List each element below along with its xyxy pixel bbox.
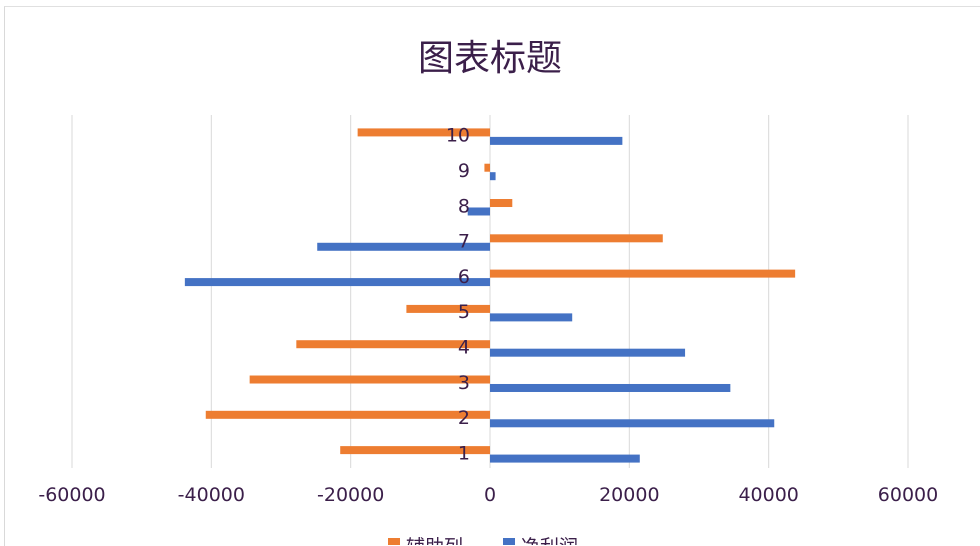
legend-swatch-1 bbox=[503, 538, 515, 545]
bar-aux-2[interactable] bbox=[205, 410, 490, 419]
x-axis-ticks: -60000 -40000 -20000 0 20000 40000 60000 bbox=[38, 484, 938, 506]
x-tick-label-6: 60000 bbox=[878, 484, 938, 506]
bar-net-2[interactable] bbox=[490, 419, 775, 428]
bar-aux-6[interactable] bbox=[490, 269, 796, 278]
bar-aux-7[interactable] bbox=[490, 234, 663, 243]
bar-net-10[interactable] bbox=[490, 136, 623, 145]
bar-aux-8[interactable] bbox=[490, 199, 513, 208]
x-tick-label-0: -60000 bbox=[38, 484, 105, 506]
bar-net-1[interactable] bbox=[490, 454, 640, 463]
x-tick-label-2: -20000 bbox=[317, 484, 384, 506]
category-labels: 1 2 3 4 5 6 7 8 9 10 bbox=[446, 125, 470, 465]
x-tick-label-5: 40000 bbox=[738, 484, 798, 506]
category-label-7: 7 bbox=[458, 231, 470, 253]
legend-label-1[interactable]: 净利润 bbox=[521, 536, 578, 545]
bar-aux-3[interactable] bbox=[249, 375, 490, 384]
x-tick-label-1: -40000 bbox=[178, 484, 245, 506]
chart-title[interactable]: 图表标题 bbox=[418, 38, 562, 79]
category-label-8: 8 bbox=[458, 195, 470, 217]
bar-aux-4[interactable] bbox=[296, 340, 490, 349]
category-label-2: 2 bbox=[458, 407, 470, 429]
bar-net-3[interactable] bbox=[490, 383, 731, 392]
legend-swatch-0 bbox=[388, 538, 400, 545]
x-tick-label-4: 20000 bbox=[599, 484, 659, 506]
bar-aux-9[interactable] bbox=[484, 163, 490, 172]
bar-aux-10[interactable] bbox=[357, 128, 490, 137]
category-label-5: 5 bbox=[458, 301, 470, 323]
legend[interactable]: 辅助列 净利润 bbox=[388, 536, 578, 545]
bar-net-5[interactable] bbox=[490, 313, 573, 322]
bar-net-7[interactable] bbox=[317, 242, 490, 251]
category-label-4: 4 bbox=[458, 336, 470, 358]
bar-aux-5[interactable] bbox=[406, 304, 490, 313]
bar-aux-1[interactable] bbox=[340, 446, 490, 455]
bar-net-6[interactable] bbox=[184, 278, 491, 287]
category-label-1: 1 bbox=[458, 442, 470, 464]
category-label-3: 3 bbox=[458, 372, 470, 394]
bar-net-8[interactable] bbox=[467, 207, 490, 216]
bar-net-9[interactable] bbox=[490, 172, 496, 181]
legend-label-0[interactable]: 辅助列 bbox=[406, 536, 463, 545]
category-label-10: 10 bbox=[446, 125, 470, 147]
category-label-9: 9 bbox=[458, 160, 470, 182]
grid-lines bbox=[71, 115, 909, 468]
x-tick-label-3: 0 bbox=[484, 484, 496, 506]
bars bbox=[184, 128, 796, 463]
category-label-6: 6 bbox=[458, 266, 470, 288]
bar-net-4[interactable] bbox=[490, 348, 686, 357]
